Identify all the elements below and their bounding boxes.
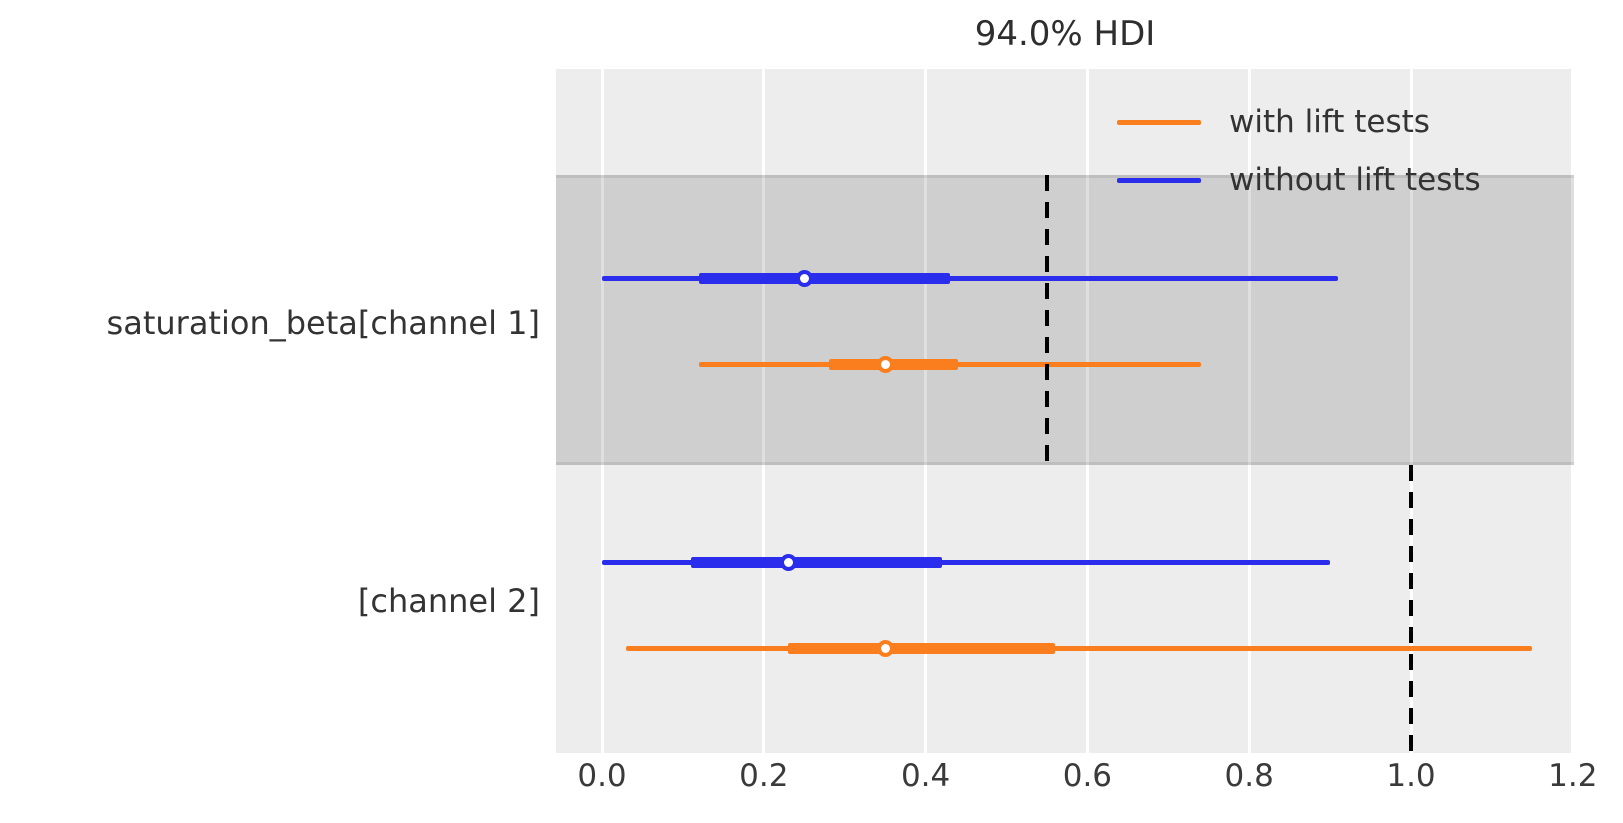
legend-swatch-orange-line-icon (1117, 119, 1201, 125)
x-tick-label: 1.2 (1548, 758, 1598, 794)
channel-1-highlight-band (556, 175, 1574, 465)
legend-label: with lift tests (1229, 104, 1430, 140)
reference-dashed-line (1044, 175, 1049, 465)
legend-item-with-lift-tests: with lift tests (1117, 102, 1481, 142)
median-point-marker (779, 553, 797, 571)
y-label-channel-1: saturation_beta[channel 1] (106, 304, 540, 342)
legend: with lift tests without lift tests (1117, 102, 1481, 200)
x-tick-label: 0.6 (1062, 758, 1113, 794)
quartile-interval-line (690, 556, 942, 568)
gridline (1409, 69, 1413, 753)
hdi-interval-line (602, 275, 1339, 281)
x-tick-label: 0.4 (900, 758, 951, 794)
gridline (924, 69, 928, 753)
median-point-marker (795, 269, 813, 287)
plot-title: 94.0% HDI (974, 14, 1156, 54)
gridline (1571, 69, 1574, 753)
hdi-interval-line (602, 559, 1331, 565)
hdi-interval-line (626, 645, 1533, 651)
gridline (600, 69, 604, 753)
x-tick-label: 0.0 (577, 758, 627, 794)
gridline (1085, 69, 1089, 753)
median-point-marker (876, 639, 894, 657)
legend-swatch-blue-line-icon (1117, 177, 1201, 183)
legend-item-without-lift-tests: without lift tests (1117, 160, 1481, 200)
legend-label: without lift tests (1229, 162, 1481, 198)
quartile-interval-line (699, 272, 950, 284)
y-label-channel-2: [channel 2] (357, 582, 540, 620)
x-tick-label: 0.2 (739, 758, 789, 794)
reference-dashed-line (1409, 465, 1413, 753)
x-tick-label: 1.0 (1386, 758, 1436, 794)
x-tick-label: 0.8 (1224, 758, 1274, 794)
quartile-interval-line (788, 642, 1056, 654)
plot-area: with lift tests without lift tests (556, 69, 1574, 753)
median-point-marker (876, 355, 894, 373)
gridline (1247, 69, 1251, 753)
gridline (762, 69, 766, 753)
